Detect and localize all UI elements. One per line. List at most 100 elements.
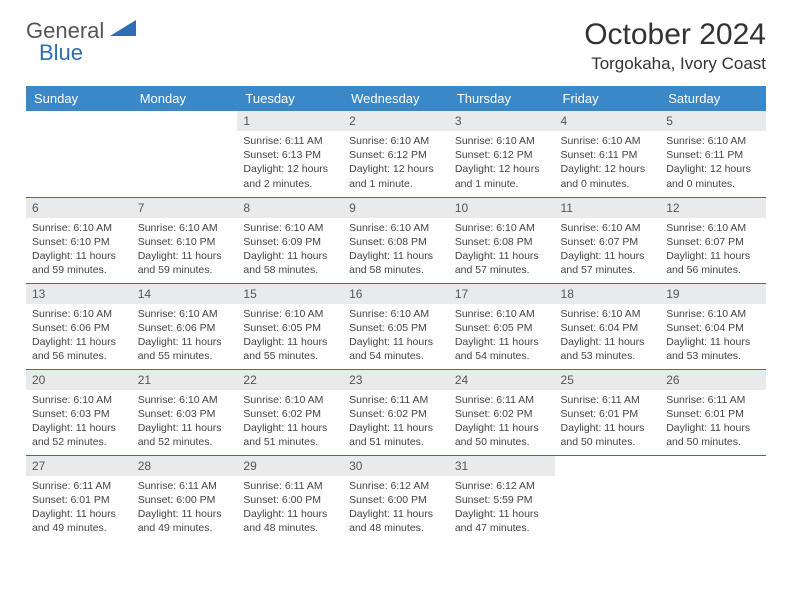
day-number: 6	[26, 198, 132, 218]
day-cell: 11Sunrise: 6:10 AMSunset: 6:07 PMDayligh…	[555, 197, 661, 283]
day-cell: 4Sunrise: 6:10 AMSunset: 6:11 PMDaylight…	[555, 111, 661, 197]
sunrise-line: Sunrise: 6:11 AM	[349, 393, 443, 407]
day-cell: 30Sunrise: 6:12 AMSunset: 6:00 PMDayligh…	[343, 455, 449, 541]
daylight-line: Daylight: 11 hours and 50 minutes.	[561, 421, 655, 449]
sunset-line: Sunset: 6:11 PM	[666, 148, 760, 162]
day-body: Sunrise: 6:10 AMSunset: 6:10 PMDaylight:…	[132, 218, 238, 281]
day-number: 25	[555, 370, 661, 390]
sunset-line: Sunset: 6:01 PM	[666, 407, 760, 421]
week-row: 6Sunrise: 6:10 AMSunset: 6:10 PMDaylight…	[26, 197, 766, 283]
day-cell: 12Sunrise: 6:10 AMSunset: 6:07 PMDayligh…	[660, 197, 766, 283]
day-number: 16	[343, 284, 449, 304]
daylight-line: Daylight: 12 hours and 0 minutes.	[666, 162, 760, 190]
daylight-line: Daylight: 11 hours and 58 minutes.	[349, 249, 443, 277]
day-number: 13	[26, 284, 132, 304]
sunrise-line: Sunrise: 6:11 AM	[243, 134, 337, 148]
sunset-line: Sunset: 6:08 PM	[349, 235, 443, 249]
weekday-header-row: SundayMondayTuesdayWednesdayThursdayFrid…	[26, 86, 766, 111]
day-cell: 1Sunrise: 6:11 AMSunset: 6:13 PMDaylight…	[237, 111, 343, 197]
sunset-line: Sunset: 6:07 PM	[666, 235, 760, 249]
sunset-line: Sunset: 6:10 PM	[138, 235, 232, 249]
day-number: 1	[237, 111, 343, 131]
day-cell: 13Sunrise: 6:10 AMSunset: 6:06 PMDayligh…	[26, 283, 132, 369]
day-body: Sunrise: 6:12 AMSunset: 6:00 PMDaylight:…	[343, 476, 449, 539]
sunrise-line: Sunrise: 6:12 AM	[455, 479, 549, 493]
week-row: 20Sunrise: 6:10 AMSunset: 6:03 PMDayligh…	[26, 369, 766, 455]
logo-text-blue: Blue	[39, 40, 83, 65]
daylight-line: Daylight: 11 hours and 50 minutes.	[666, 421, 760, 449]
daylight-line: Daylight: 11 hours and 52 minutes.	[138, 421, 232, 449]
day-body: Sunrise: 6:10 AMSunset: 6:04 PMDaylight:…	[660, 304, 766, 367]
sunrise-line: Sunrise: 6:11 AM	[561, 393, 655, 407]
daylight-line: Daylight: 11 hours and 59 minutes.	[32, 249, 126, 277]
title-block: October 2024 Torgokaha, Ivory Coast	[584, 18, 766, 74]
sunset-line: Sunset: 6:04 PM	[666, 321, 760, 335]
sunset-line: Sunset: 5:59 PM	[455, 493, 549, 507]
sunrise-line: Sunrise: 6:10 AM	[666, 307, 760, 321]
day-cell: 8Sunrise: 6:10 AMSunset: 6:09 PMDaylight…	[237, 197, 343, 283]
day-number: 5	[660, 111, 766, 131]
week-row: 1Sunrise: 6:11 AMSunset: 6:13 PMDaylight…	[26, 111, 766, 197]
daylight-line: Daylight: 11 hours and 59 minutes.	[138, 249, 232, 277]
day-number: 2	[343, 111, 449, 131]
day-cell: 22Sunrise: 6:10 AMSunset: 6:02 PMDayligh…	[237, 369, 343, 455]
daylight-line: Daylight: 11 hours and 55 minutes.	[138, 335, 232, 363]
daylight-line: Daylight: 12 hours and 1 minute.	[455, 162, 549, 190]
daylight-line: Daylight: 11 hours and 51 minutes.	[349, 421, 443, 449]
daylight-line: Daylight: 11 hours and 50 minutes.	[455, 421, 549, 449]
daylight-line: Daylight: 11 hours and 54 minutes.	[349, 335, 443, 363]
day-body: Sunrise: 6:10 AMSunset: 6:06 PMDaylight:…	[132, 304, 238, 367]
sunrise-line: Sunrise: 6:10 AM	[561, 221, 655, 235]
sunrise-line: Sunrise: 6:10 AM	[243, 221, 337, 235]
day-body: Sunrise: 6:10 AMSunset: 6:05 PMDaylight:…	[237, 304, 343, 367]
sunrise-line: Sunrise: 6:10 AM	[32, 393, 126, 407]
weekday-header: Saturday	[660, 86, 766, 111]
day-number: 14	[132, 284, 238, 304]
month-title: October 2024	[584, 18, 766, 52]
day-cell: 14Sunrise: 6:10 AMSunset: 6:06 PMDayligh…	[132, 283, 238, 369]
daylight-line: Daylight: 11 hours and 57 minutes.	[561, 249, 655, 277]
day-cell: 21Sunrise: 6:10 AMSunset: 6:03 PMDayligh…	[132, 369, 238, 455]
sunset-line: Sunset: 6:09 PM	[243, 235, 337, 249]
day-body: Sunrise: 6:11 AMSunset: 6:00 PMDaylight:…	[237, 476, 343, 539]
daylight-line: Daylight: 11 hours and 56 minutes.	[32, 335, 126, 363]
day-body: Sunrise: 6:10 AMSunset: 6:02 PMDaylight:…	[237, 390, 343, 453]
sunset-line: Sunset: 6:02 PM	[349, 407, 443, 421]
sunset-line: Sunset: 6:00 PM	[138, 493, 232, 507]
daylight-line: Daylight: 11 hours and 57 minutes.	[455, 249, 549, 277]
sunrise-line: Sunrise: 6:12 AM	[349, 479, 443, 493]
day-number: 8	[237, 198, 343, 218]
calendar-table: SundayMondayTuesdayWednesdayThursdayFrid…	[26, 86, 766, 541]
sunset-line: Sunset: 6:05 PM	[243, 321, 337, 335]
logo-text-blue-wrap: Blue	[39, 40, 83, 66]
day-body: Sunrise: 6:10 AMSunset: 6:05 PMDaylight:…	[449, 304, 555, 367]
day-number: 29	[237, 456, 343, 476]
week-row: 27Sunrise: 6:11 AMSunset: 6:01 PMDayligh…	[26, 455, 766, 541]
day-number: 23	[343, 370, 449, 390]
daylight-line: Daylight: 11 hours and 53 minutes.	[666, 335, 760, 363]
day-body: Sunrise: 6:11 AMSunset: 6:13 PMDaylight:…	[237, 131, 343, 194]
sunrise-line: Sunrise: 6:10 AM	[243, 393, 337, 407]
weekday-header: Wednesday	[343, 86, 449, 111]
sunset-line: Sunset: 6:00 PM	[349, 493, 443, 507]
day-cell: 2Sunrise: 6:10 AMSunset: 6:12 PMDaylight…	[343, 111, 449, 197]
sunset-line: Sunset: 6:08 PM	[455, 235, 549, 249]
daylight-line: Daylight: 11 hours and 56 minutes.	[666, 249, 760, 277]
sunset-line: Sunset: 6:03 PM	[138, 407, 232, 421]
day-cell: 19Sunrise: 6:10 AMSunset: 6:04 PMDayligh…	[660, 283, 766, 369]
weekday-header: Sunday	[26, 86, 132, 111]
day-body: Sunrise: 6:10 AMSunset: 6:12 PMDaylight:…	[449, 131, 555, 194]
day-body: Sunrise: 6:11 AMSunset: 6:01 PMDaylight:…	[660, 390, 766, 453]
sunrise-line: Sunrise: 6:11 AM	[666, 393, 760, 407]
day-cell: 31Sunrise: 6:12 AMSunset: 5:59 PMDayligh…	[449, 455, 555, 541]
sunrise-line: Sunrise: 6:10 AM	[561, 307, 655, 321]
day-cell: 20Sunrise: 6:10 AMSunset: 6:03 PMDayligh…	[26, 369, 132, 455]
sunrise-line: Sunrise: 6:10 AM	[666, 221, 760, 235]
sunset-line: Sunset: 6:01 PM	[561, 407, 655, 421]
daylight-line: Daylight: 11 hours and 55 minutes.	[243, 335, 337, 363]
logo-triangle-icon	[110, 20, 136, 43]
day-number: 27	[26, 456, 132, 476]
day-body: Sunrise: 6:12 AMSunset: 5:59 PMDaylight:…	[449, 476, 555, 539]
sunrise-line: Sunrise: 6:10 AM	[455, 307, 549, 321]
week-row: 13Sunrise: 6:10 AMSunset: 6:06 PMDayligh…	[26, 283, 766, 369]
